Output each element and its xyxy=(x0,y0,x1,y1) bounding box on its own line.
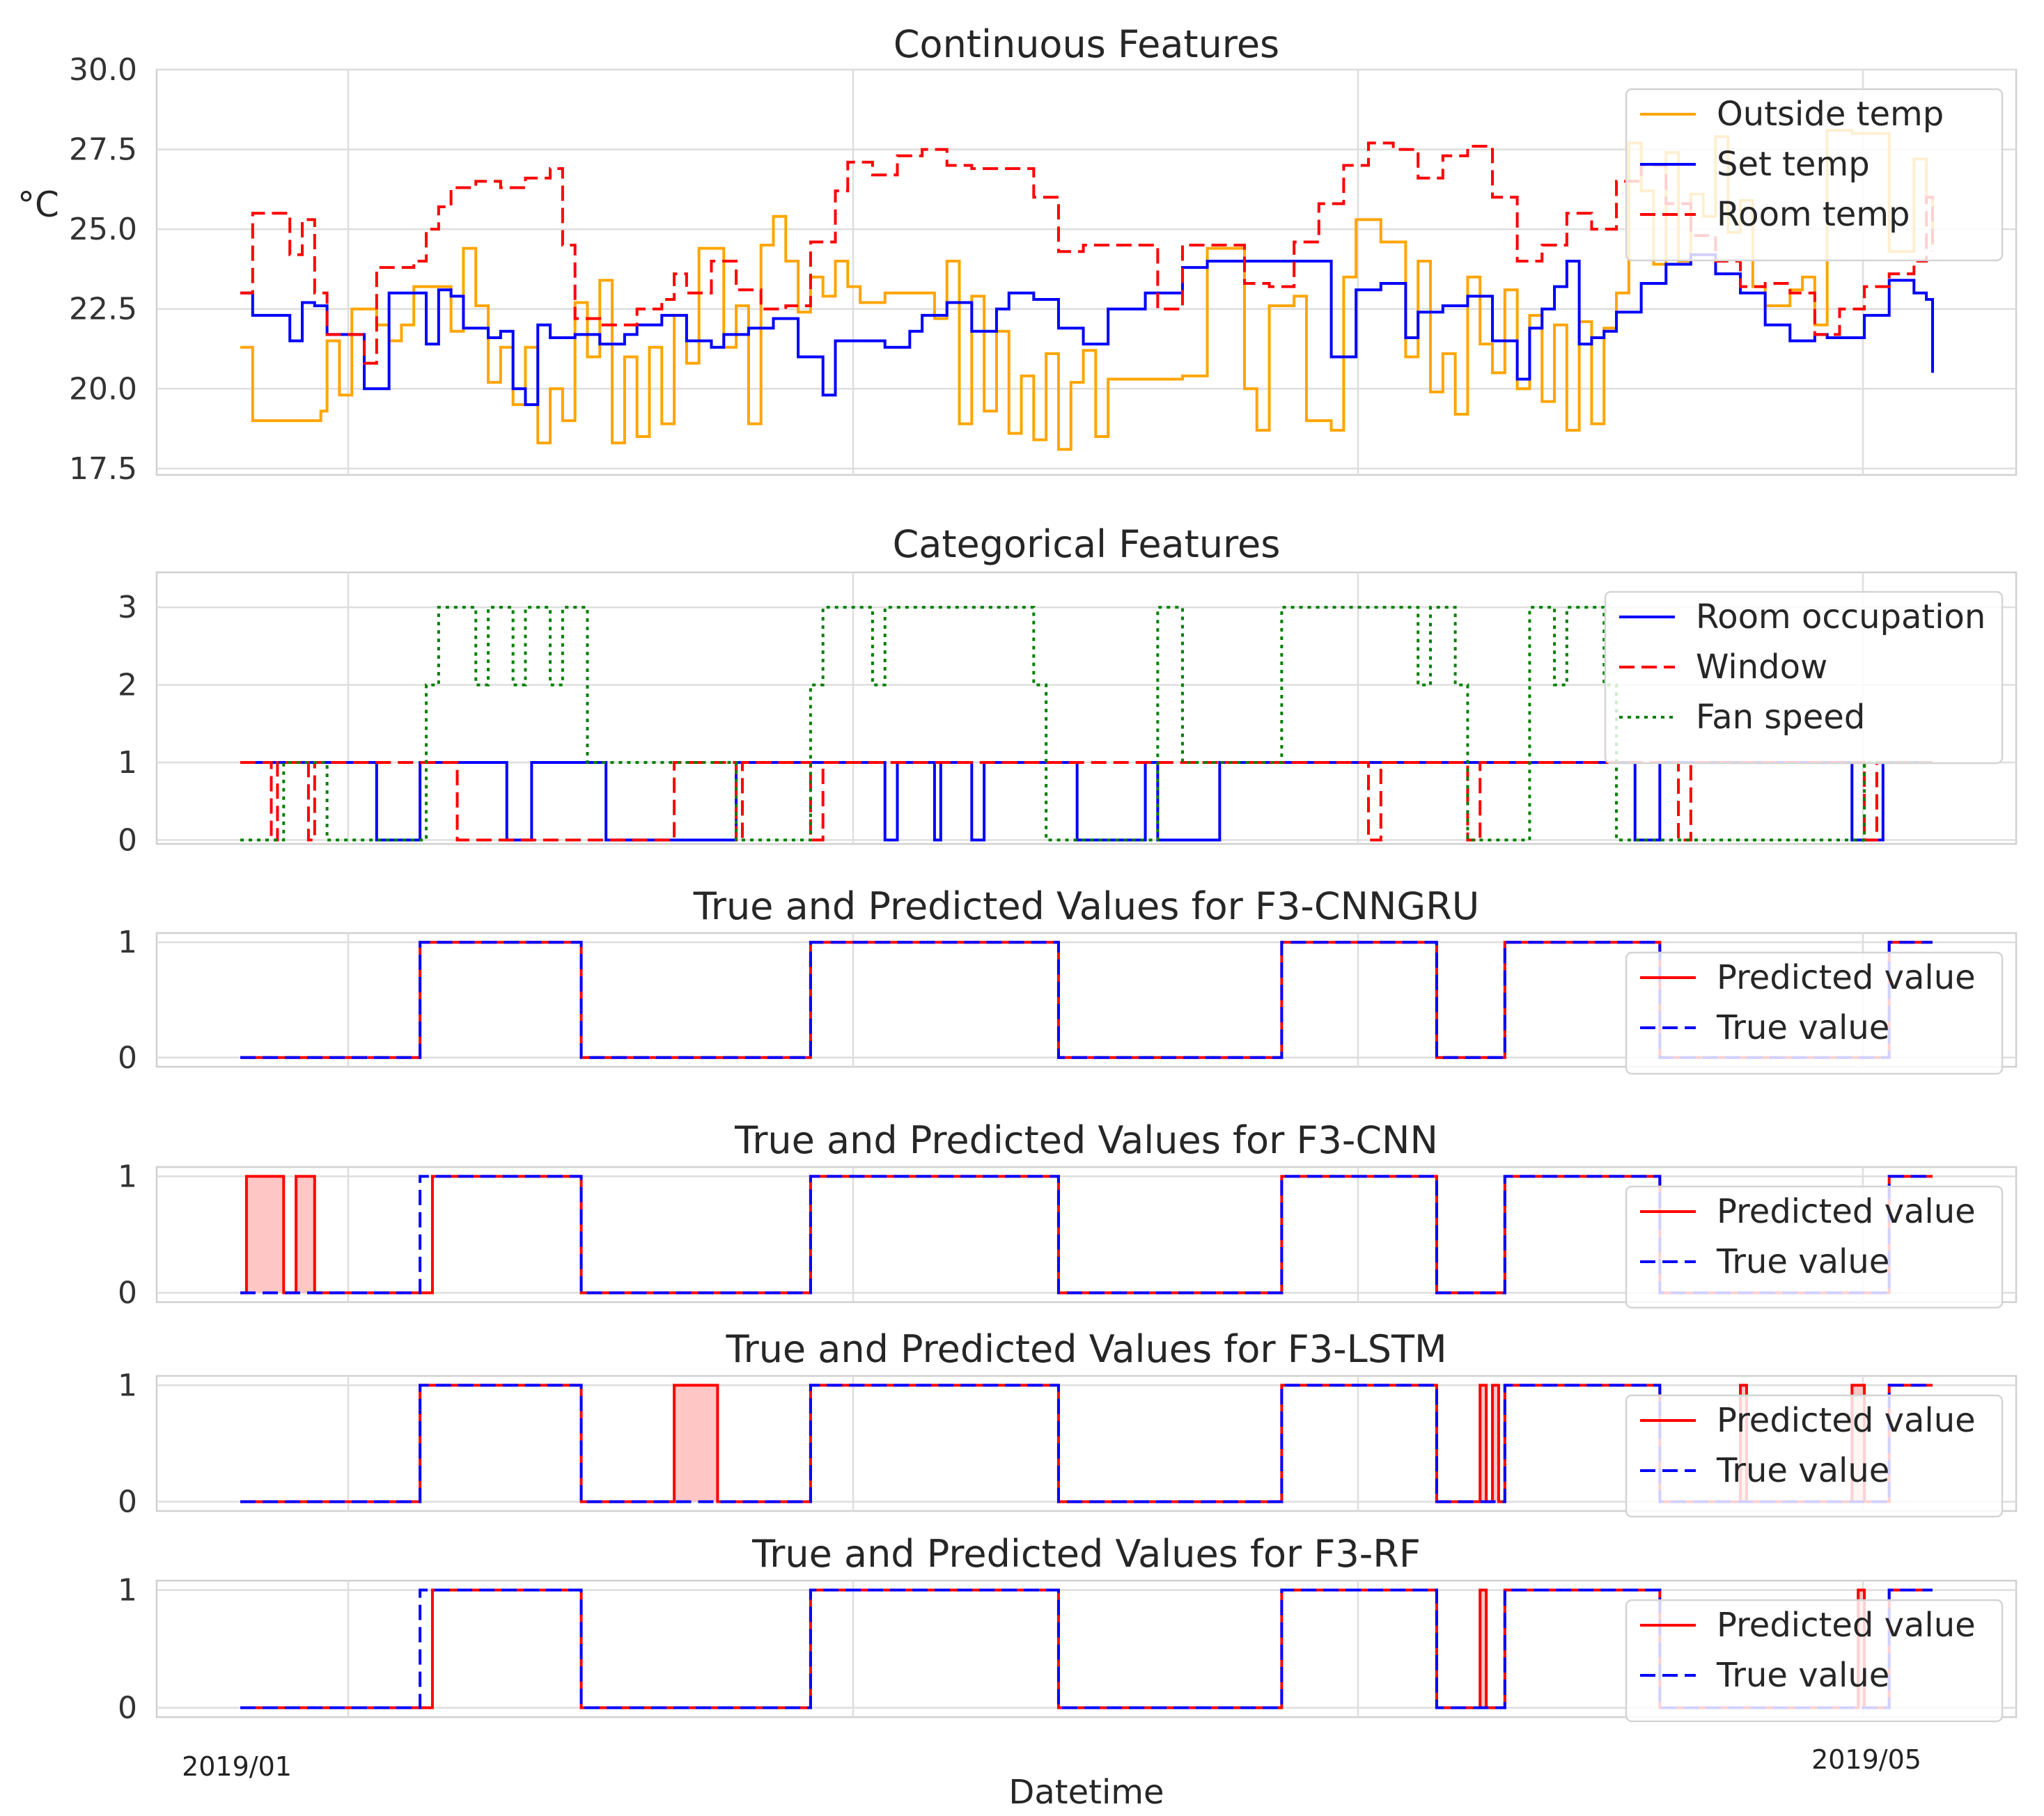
continuous-ytick-label: 25.0 xyxy=(69,212,137,247)
continuous-legend-box xyxy=(1625,88,2004,262)
cnngru-title: True and Predicted Values for F3-CNNGRU xyxy=(693,884,1480,928)
continuous-legend-label: Outside temp xyxy=(1717,95,1944,134)
x-tick-start-label: 2019/01 xyxy=(182,1751,292,1782)
lstm-ytick-label: 0 xyxy=(118,1485,137,1520)
lstm-error-region xyxy=(674,1385,718,1502)
rf-ytick-label: 0 xyxy=(118,1690,137,1725)
rf-error-region xyxy=(1480,1590,1487,1708)
categorical-plot-area xyxy=(240,606,1933,842)
cnn-legend-label: True value xyxy=(1716,1242,1889,1281)
cnn-title: True and Predicted Values for F3-CNN xyxy=(734,1118,1438,1162)
continuous-subplot: 30.0 27.5 25.0 22.5 20.0 17.5 Continuous Featu… xyxy=(17,22,2018,487)
continuous-ytick-label: 20.0 xyxy=(69,371,137,407)
categorical-ytick-label: 3 xyxy=(118,590,137,625)
lstm-legend: Predicted value True value xyxy=(1625,1394,2004,1518)
cnn-ytick-label: 0 xyxy=(118,1276,137,1311)
lstm-error-region xyxy=(1480,1385,1487,1502)
continuous-legend: Outside temp Set temp Room temp xyxy=(1625,88,2004,262)
lstm-title: True and Predicted Values for F3-LSTM xyxy=(725,1327,1446,1371)
continuous-ytick-label: 30.0 xyxy=(69,52,137,88)
categorical-subplot: 0 1 2 3 Categorical Features Room occupation W… xyxy=(118,522,2018,858)
rf-legend: Predicted value True value xyxy=(1625,1599,2004,1723)
cnngru-subplot: 0 1 True and Predicted Values for F3-CNNGR… xyxy=(118,884,2018,1076)
cnngru-legend-label: Predicted value xyxy=(1717,958,1976,997)
cnngru-ytick-label: 1 xyxy=(118,925,137,960)
lstm-ytick-label: 1 xyxy=(118,1368,137,1403)
rf-legend-box xyxy=(1625,1599,2004,1723)
continuous-ytick-label: 27.5 xyxy=(69,132,137,168)
continuous-series-set-temp xyxy=(240,253,1934,407)
continuous-title: Continuous Features xyxy=(894,22,1279,66)
lstm-legend-label: True value xyxy=(1716,1451,1889,1490)
categorical-ytick-label: 0 xyxy=(118,822,137,858)
categorical-legend: Room occupation Window Fan speed xyxy=(1604,590,2004,765)
x-tick-end-label: 2019/05 xyxy=(1811,1744,1921,1775)
continuous-ylabel: °C xyxy=(17,185,59,225)
cnn-subplot: 0 1 True and Predicted Values for F3-CNN Pr… xyxy=(118,1118,2018,1311)
rf-legend-label: True value xyxy=(1716,1656,1889,1695)
lstm-subplot: 0 1 True and Predicted Values for F3-LSTM P… xyxy=(118,1327,2018,1520)
cnn-error-region xyxy=(246,1176,284,1293)
x-axis-label: Datetime xyxy=(1008,1773,1164,1812)
categorical-title: Categorical Features xyxy=(893,522,1281,566)
continuous-ytick-label: 22.5 xyxy=(69,292,137,327)
categorical-legend-label: Fan speed xyxy=(1696,698,1865,737)
categorical-legend-label: Window xyxy=(1696,648,1827,687)
categorical-ytick-label: 1 xyxy=(118,745,137,781)
continuous-legend-label: Room temp xyxy=(1717,195,1910,234)
cnn-legend-box xyxy=(1625,1185,2004,1309)
cnngru-legend-label: True value xyxy=(1716,1008,1889,1047)
categorical-legend-label: Room occupation xyxy=(1696,597,1986,636)
cnn-error-region xyxy=(296,1176,315,1293)
subplots: 30.0 27.5 25.0 22.5 20.0 17.5 Continuous Featu… xyxy=(17,22,2018,1725)
lstm-legend-box xyxy=(1625,1394,2004,1518)
cnn-ytick-label: 1 xyxy=(118,1159,137,1194)
rf-legend-label: Predicted value xyxy=(1717,1606,1976,1645)
continuous-ytick-label: 17.5 xyxy=(69,451,137,487)
categorical-ytick-label: 2 xyxy=(118,668,137,703)
lstm-error-region xyxy=(1492,1385,1499,1502)
rf-subplot: 0 1 True and Predicted Values for F3-RF Pre… xyxy=(118,1532,2018,1725)
cnngru-ytick-label: 0 xyxy=(118,1040,137,1076)
cnngru-legend-box xyxy=(1625,951,2004,1075)
cnn-legend-label: Predicted value xyxy=(1717,1192,1976,1231)
lstm-legend-label: Predicted value xyxy=(1717,1401,1976,1440)
categorical-series-fan-speed xyxy=(240,606,1933,842)
categorical-legend-box xyxy=(1604,590,2004,765)
rf-ytick-label: 1 xyxy=(118,1573,137,1608)
cnngru-legend: Predicted value True value xyxy=(1625,951,2004,1075)
rf-title: True and Predicted Values for F3-RF xyxy=(751,1532,1421,1576)
cnn-legend: Predicted value True value xyxy=(1625,1185,2004,1309)
continuous-legend-label: Set temp xyxy=(1717,145,1870,184)
